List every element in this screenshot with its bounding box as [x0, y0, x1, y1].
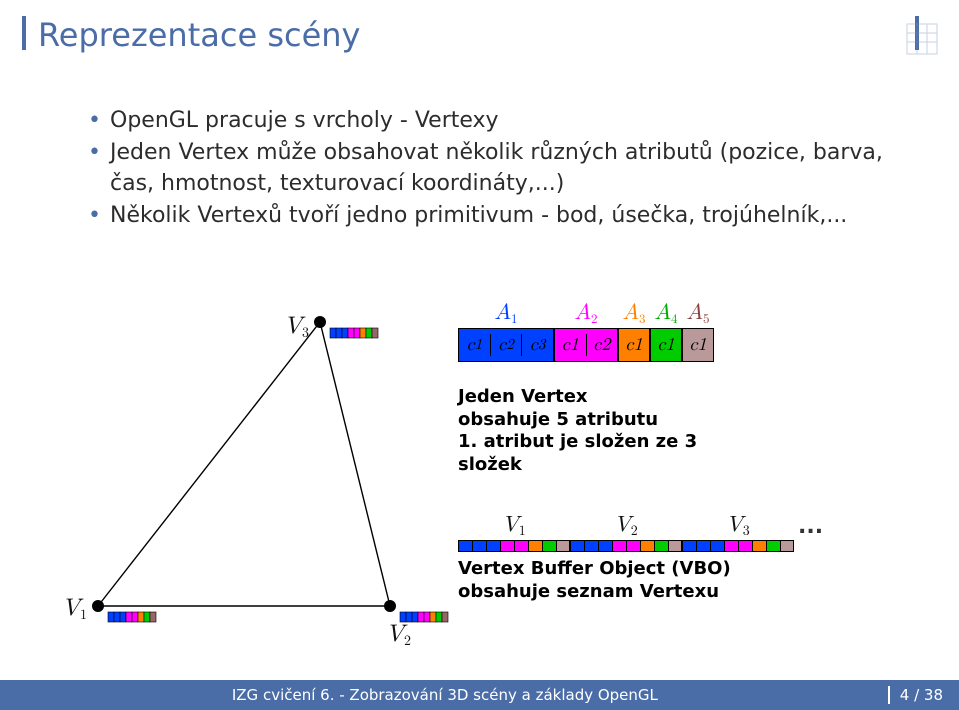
vbo-strip [570, 540, 682, 552]
vertex-label-v3: V3 [284, 312, 309, 342]
vbo-row: V1 V2 V3... [458, 512, 823, 552]
attribute-row: A1c1c2c3A2c1c2A3c1A4c1A5c1 [458, 300, 714, 362]
diagram: V1 V2 V3 A1c1c2c3A2c1c2A3c1A4c1A5c1 Jede… [80, 300, 880, 640]
attribute-box: c1c2c3 [458, 328, 554, 362]
footer-title: IZG cvičení 6. - Zobrazování 3D scény a … [16, 686, 874, 704]
vbo-chunk-label: V1 [502, 512, 526, 540]
attribute-header: A3 [622, 300, 645, 326]
vbo-chunk: V1 [458, 512, 570, 552]
vbo-chunk: V2 [570, 512, 682, 552]
vbo-trailing-dots: ... [798, 514, 823, 539]
vertex-label-v1: V1 [62, 594, 87, 624]
title-bar: Reprezentace scény [22, 16, 919, 54]
footer-page-num: 4 / 38 [900, 686, 943, 704]
footer-bar: IZG cvičení 6. - Zobrazování 3D scény a … [0, 680, 959, 710]
slide-title: Reprezentace scény [38, 16, 360, 54]
attribute-column: A1c1c2c3 [458, 300, 554, 362]
attribute-header: A1 [494, 300, 517, 326]
footer-sep [888, 686, 890, 704]
vbo-info-text: Vertex Buffer Object (VBO)obsahuje sezna… [458, 558, 731, 603]
attribute-box: c1c2 [554, 328, 618, 362]
attribute-column: A2c1c2 [554, 300, 618, 362]
bullet-item: OpenGL pracuje s vrcholy - Vertexy [110, 106, 899, 136]
vbo-chunk-label: V2 [614, 512, 638, 540]
attribute-header: A4 [654, 300, 677, 326]
attribute-box: c1 [682, 328, 714, 362]
vbo-chunk: V3 [682, 512, 794, 552]
bullet-item: Několik Vertexů tvoří jedno primitivum -… [110, 201, 899, 231]
attribute-column: A5c1 [682, 300, 714, 362]
attribute-box: c1 [650, 328, 682, 362]
footer-page: 4 / 38 [874, 686, 943, 704]
bullet-list: OpenGL pracuje s vrcholy - Vertexy Jeden… [70, 106, 899, 233]
vertex-info-text: Jeden Vertexobsahuje 5 atributu1. atribu… [458, 386, 697, 476]
bullet-item: Jeden Vertex může obsahovat několik různ… [110, 138, 899, 199]
attribute-column: A4c1 [650, 300, 682, 362]
attribute-header: A2 [574, 300, 597, 326]
fit-logo [905, 22, 939, 56]
attribute-box: c1 [618, 328, 650, 362]
vertex-label-v2: V2 [386, 620, 411, 650]
title-left-rule [22, 16, 26, 50]
vbo-strip [682, 540, 794, 552]
attribute-column: A3c1 [618, 300, 650, 362]
vbo-strip [458, 540, 570, 552]
attribute-header: A5 [686, 300, 709, 326]
vbo-chunk-label: V3 [726, 512, 750, 540]
